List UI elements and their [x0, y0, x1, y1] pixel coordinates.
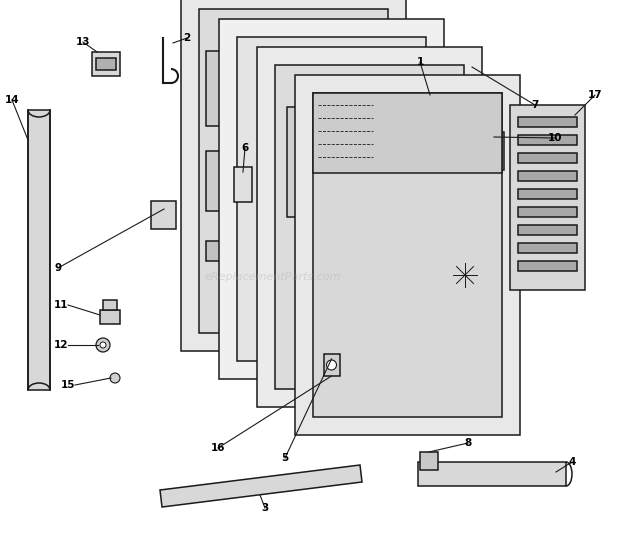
- Polygon shape: [96, 58, 116, 70]
- Polygon shape: [518, 135, 577, 145]
- Text: 3: 3: [262, 503, 268, 513]
- Text: eReplacementParts.com: eReplacementParts.com: [205, 272, 341, 282]
- Polygon shape: [199, 9, 388, 333]
- Polygon shape: [518, 171, 577, 181]
- Text: 5: 5: [281, 453, 289, 463]
- Text: 2: 2: [184, 33, 190, 43]
- Text: 16: 16: [211, 443, 225, 453]
- Polygon shape: [518, 225, 577, 235]
- Polygon shape: [206, 241, 228, 261]
- Text: 10: 10: [547, 133, 562, 143]
- Text: 4: 4: [569, 457, 576, 467]
- Polygon shape: [313, 93, 502, 417]
- Polygon shape: [510, 105, 585, 290]
- Polygon shape: [151, 201, 176, 229]
- Polygon shape: [234, 167, 252, 202]
- Circle shape: [100, 342, 106, 348]
- Polygon shape: [219, 19, 444, 379]
- Polygon shape: [518, 189, 577, 199]
- Polygon shape: [287, 107, 452, 217]
- Polygon shape: [518, 117, 577, 127]
- Text: 14: 14: [5, 95, 19, 105]
- Polygon shape: [295, 75, 520, 435]
- Polygon shape: [324, 354, 340, 376]
- Circle shape: [327, 360, 337, 370]
- Text: 7: 7: [531, 100, 539, 110]
- Polygon shape: [484, 132, 504, 170]
- Polygon shape: [518, 261, 577, 271]
- Polygon shape: [313, 93, 502, 173]
- Polygon shape: [206, 51, 381, 126]
- Text: 9: 9: [55, 263, 61, 273]
- Circle shape: [110, 373, 120, 383]
- Polygon shape: [28, 110, 50, 390]
- Text: 6: 6: [241, 143, 249, 153]
- Polygon shape: [237, 37, 426, 361]
- Text: 1: 1: [417, 57, 423, 67]
- Polygon shape: [418, 462, 566, 486]
- Text: 12: 12: [53, 340, 68, 350]
- Polygon shape: [518, 243, 577, 253]
- Text: 15: 15: [61, 380, 75, 390]
- Polygon shape: [160, 465, 362, 507]
- Polygon shape: [518, 207, 577, 217]
- Text: 13: 13: [76, 37, 91, 47]
- Polygon shape: [103, 300, 117, 310]
- Polygon shape: [518, 153, 577, 163]
- Polygon shape: [92, 52, 120, 76]
- Circle shape: [96, 338, 110, 352]
- Polygon shape: [100, 310, 120, 324]
- Text: 8: 8: [464, 438, 472, 448]
- Polygon shape: [206, 151, 381, 211]
- Polygon shape: [420, 452, 438, 470]
- Polygon shape: [181, 0, 406, 351]
- Text: 17: 17: [588, 90, 602, 100]
- Polygon shape: [257, 47, 482, 407]
- Polygon shape: [275, 65, 464, 389]
- Text: 11: 11: [53, 300, 68, 310]
